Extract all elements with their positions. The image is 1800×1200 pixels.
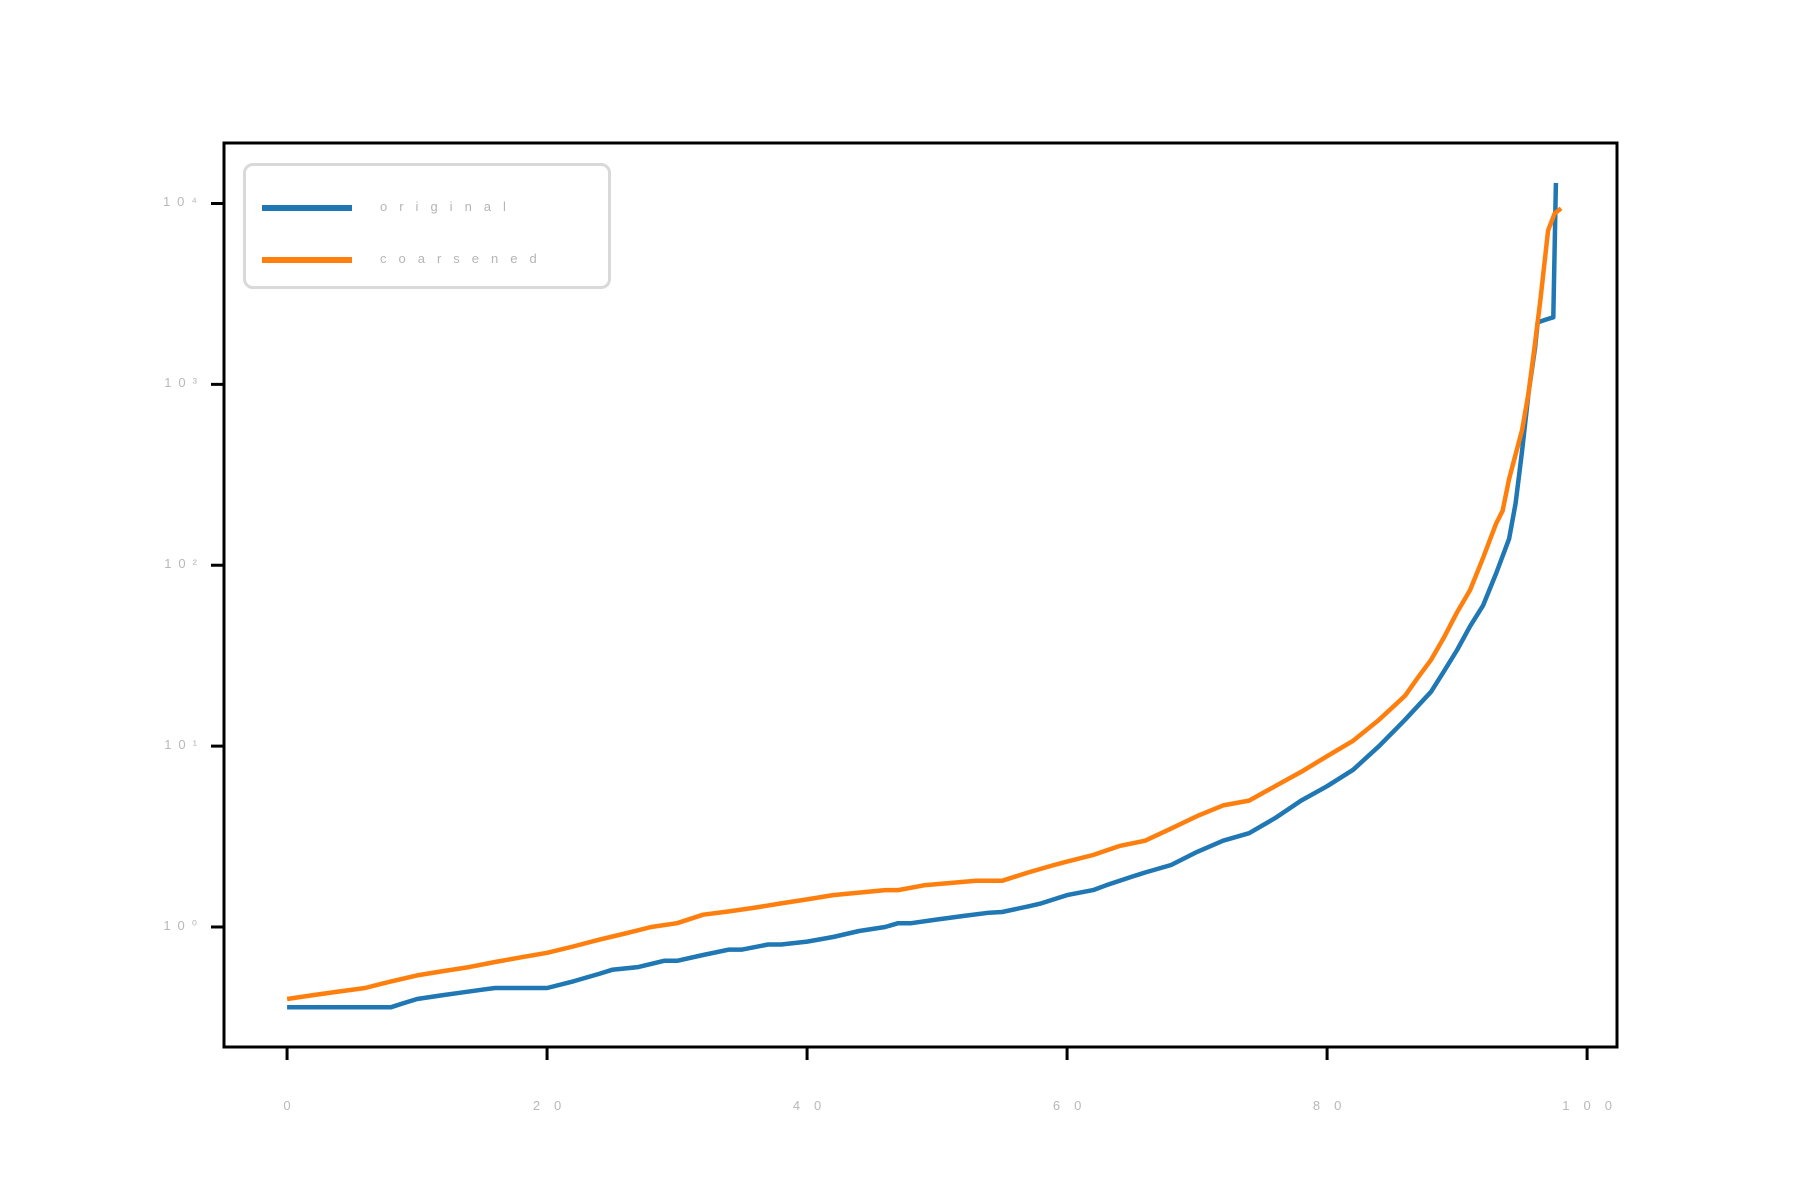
- legend-label-coarsened: coarsened: [380, 251, 549, 266]
- legend-swatch-coarsened: [262, 257, 352, 263]
- series-line-original: [287, 182, 1559, 1010]
- legend-box: original coarsened: [243, 163, 611, 289]
- legend-swatch-original: [262, 205, 352, 211]
- x-tick-label: 20: [532, 1098, 576, 1113]
- x-tick-label: 40: [792, 1098, 836, 1113]
- axis-ticks: [211, 201, 1589, 1060]
- y-tick-label: 10⁴: [162, 194, 204, 210]
- x-tick-label: 100: [1562, 1098, 1626, 1113]
- y-tick-label: 10³: [164, 375, 204, 391]
- y-tick-label: 10²: [164, 556, 204, 572]
- legend-label-original: original: [380, 199, 518, 214]
- series-line-coarsened: [286, 206, 1563, 1002]
- y-tick-label: 10⁰: [163, 917, 204, 933]
- plot-border: [222, 141, 1619, 1049]
- x-tick-label: 0: [283, 1098, 305, 1113]
- y-tick-label: 10¹: [164, 737, 204, 753]
- series-lines: [286, 182, 1563, 1010]
- x-tick-label: 80: [1312, 1098, 1356, 1113]
- x-tick-label: 60: [1052, 1098, 1096, 1113]
